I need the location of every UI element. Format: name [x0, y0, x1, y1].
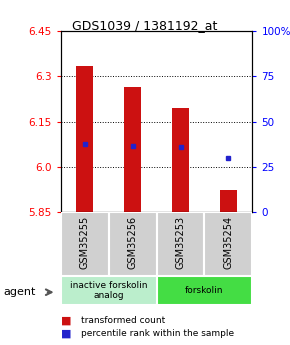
Text: ■: ■	[61, 315, 71, 325]
Text: GDS1039 / 1381192_at: GDS1039 / 1381192_at	[72, 19, 218, 32]
Bar	[204, 212, 252, 276]
Text: agent: agent	[3, 287, 35, 297]
Bar	[77, 66, 93, 212]
Text: GSM35256: GSM35256	[128, 216, 138, 269]
Text: GSM35254: GSM35254	[223, 216, 233, 269]
Text: forskolin: forskolin	[185, 286, 224, 295]
Text: transformed count: transformed count	[81, 316, 166, 325]
Bar	[61, 276, 157, 305]
Text: GSM35253: GSM35253	[175, 216, 186, 269]
Bar	[157, 212, 204, 276]
Text: ■: ■	[61, 329, 71, 338]
Text: percentile rank within the sample: percentile rank within the sample	[81, 329, 234, 338]
Bar	[157, 276, 252, 305]
Bar	[61, 212, 109, 276]
Text: GSM35255: GSM35255	[80, 216, 90, 269]
Bar	[172, 108, 189, 212]
Text: inactive forskolin
analog: inactive forskolin analog	[70, 281, 148, 300]
Bar	[109, 212, 157, 276]
Bar	[124, 87, 141, 212]
Bar	[220, 189, 237, 212]
